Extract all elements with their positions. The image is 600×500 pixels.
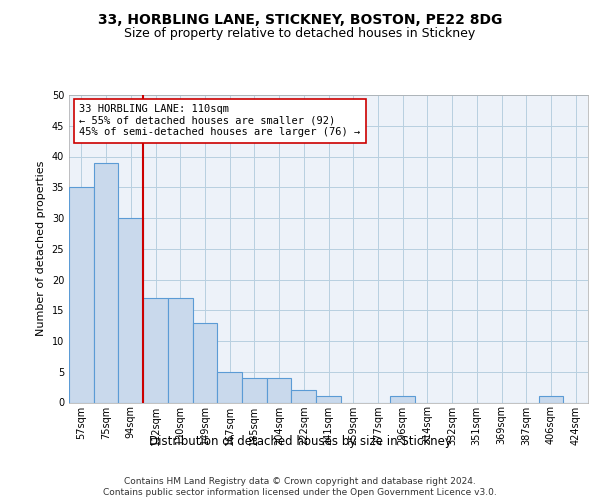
Text: Contains HM Land Registry data © Crown copyright and database right 2024.
Contai: Contains HM Land Registry data © Crown c… [103, 478, 497, 497]
Bar [94, 162, 118, 402]
Text: Size of property relative to detached houses in Stickney: Size of property relative to detached ho… [124, 28, 476, 40]
Bar [217, 372, 242, 402]
Bar [316, 396, 341, 402]
Text: 33, HORBLING LANE, STICKNEY, BOSTON, PE22 8DG: 33, HORBLING LANE, STICKNEY, BOSTON, PE2… [98, 12, 502, 26]
Bar [69, 187, 94, 402]
Bar [390, 396, 415, 402]
Text: Distribution of detached houses by size in Stickney: Distribution of detached houses by size … [149, 435, 451, 448]
Bar [118, 218, 143, 402]
Bar [267, 378, 292, 402]
Text: 33 HORBLING LANE: 110sqm
← 55% of detached houses are smaller (92)
45% of semi-d: 33 HORBLING LANE: 110sqm ← 55% of detach… [79, 104, 361, 138]
Y-axis label: Number of detached properties: Number of detached properties [36, 161, 46, 336]
Bar [143, 298, 168, 403]
Bar [193, 322, 217, 402]
Bar [168, 298, 193, 403]
Bar [242, 378, 267, 402]
Bar [539, 396, 563, 402]
Bar [292, 390, 316, 402]
